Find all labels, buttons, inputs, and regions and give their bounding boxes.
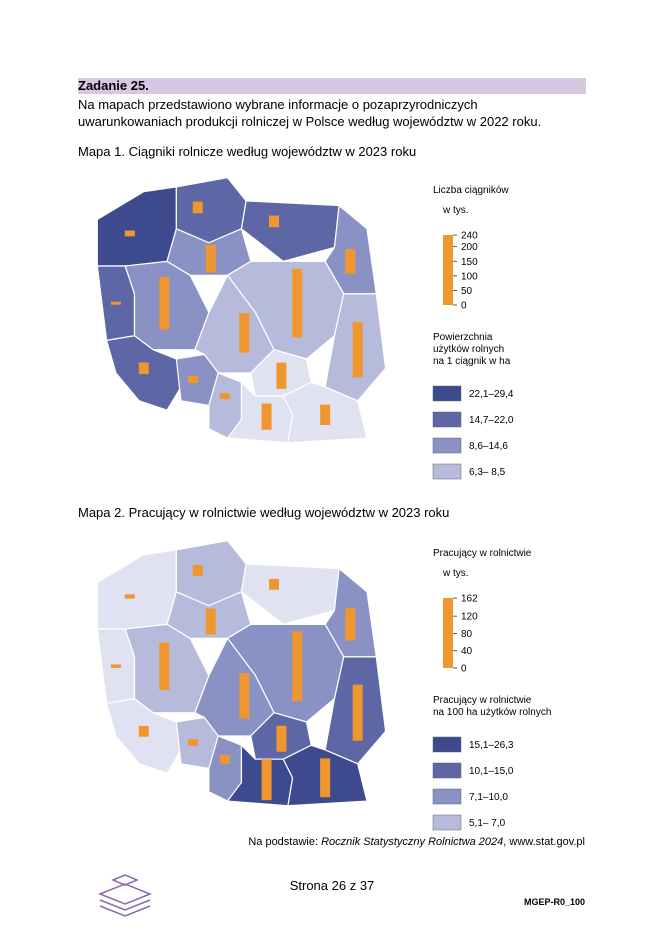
source-suffix: , www.stat.gov.pl bbox=[503, 836, 585, 848]
bar bbox=[192, 201, 203, 214]
legend-swatch bbox=[432, 463, 462, 480]
bar bbox=[276, 362, 287, 389]
bar bbox=[345, 608, 356, 641]
legend-label: 14,7–22,0 bbox=[469, 415, 514, 426]
bar bbox=[352, 321, 363, 378]
legend-swatch bbox=[432, 411, 462, 428]
bar bbox=[219, 754, 230, 764]
legend-swatch bbox=[432, 437, 462, 454]
map: Pracujący w rolnictwie w tys. 162 120 80 40 0 P… bbox=[96, 539, 551, 831]
bar bbox=[276, 725, 287, 752]
bar bbox=[205, 608, 216, 635]
legend-title: użytków rolnych bbox=[433, 344, 504, 355]
page-number: Strona 26 z 37 bbox=[289, 878, 375, 893]
bar bbox=[110, 301, 121, 305]
bar bbox=[352, 684, 363, 741]
bar bbox=[205, 244, 216, 273]
legend-label: 5,1– 7,0 bbox=[469, 818, 506, 829]
bar bbox=[188, 739, 199, 746]
bar bbox=[292, 631, 303, 702]
legend-title: Liczba ciągników bbox=[433, 185, 509, 196]
bar bbox=[320, 758, 331, 798]
tick-label: 240 bbox=[461, 231, 478, 242]
bar bbox=[292, 268, 303, 338]
source: Na podstawie: Rocznik Statystyczny Rolni… bbox=[248, 836, 585, 848]
tick-label: 40 bbox=[461, 646, 473, 657]
tick-label: 80 bbox=[461, 629, 473, 640]
bar bbox=[159, 642, 170, 690]
tick-label: 100 bbox=[461, 271, 478, 282]
legend-swatch bbox=[432, 762, 462, 779]
bar bbox=[239, 313, 250, 353]
legend-title: Pracujący w rolnictwie bbox=[433, 548, 532, 559]
bar bbox=[138, 362, 149, 375]
logo bbox=[97, 874, 153, 917]
legend-label: 10,1–15,0 bbox=[469, 766, 514, 777]
bar bbox=[269, 215, 279, 228]
legend-title: na 100 ha użytków rolnych bbox=[433, 707, 551, 718]
bar bbox=[219, 393, 230, 400]
legend-swatch bbox=[432, 788, 462, 805]
bar bbox=[261, 759, 272, 801]
legend-title: na 1 ciągnik w ha bbox=[433, 356, 511, 367]
tick-label: 200 bbox=[461, 242, 478, 253]
map-title: Mapa 1. Ciągniki rolnicze według wojewód… bbox=[78, 144, 417, 159]
tick-label: 120 bbox=[461, 612, 478, 623]
legend-scale-bar bbox=[443, 598, 453, 668]
bar bbox=[261, 403, 272, 430]
legend-label: 8,6–14,6 bbox=[469, 441, 508, 452]
legend-label: 7,1–10,0 bbox=[469, 792, 508, 803]
bar bbox=[320, 404, 331, 426]
region bbox=[96, 549, 177, 630]
legend-scale-bar bbox=[443, 235, 453, 305]
tick-label: 162 bbox=[461, 594, 478, 605]
bar bbox=[124, 594, 135, 599]
bar bbox=[110, 664, 121, 668]
task-title: Zadanie 25. bbox=[78, 78, 586, 94]
bar bbox=[192, 565, 203, 576]
legend-swatch bbox=[432, 814, 462, 831]
bar bbox=[159, 276, 170, 330]
tick-label: 150 bbox=[461, 257, 478, 268]
legend-unit: w tys. bbox=[442, 205, 469, 216]
source-title: Rocznik Statystyczny Rolnictwa 2024 bbox=[321, 836, 504, 848]
tick-label: 50 bbox=[461, 286, 473, 297]
bar bbox=[138, 725, 149, 737]
tick-label: 0 bbox=[461, 301, 467, 312]
legend-label: 6,3– 8,5 bbox=[469, 467, 506, 478]
intro-text: Na mapach przedstawiono wybrane informac… bbox=[78, 97, 542, 129]
region bbox=[240, 563, 340, 626]
source-prefix: Na podstawie: bbox=[248, 836, 322, 848]
bar bbox=[239, 673, 250, 719]
bar bbox=[269, 578, 279, 590]
exam-code: MGEP-R0_100 bbox=[523, 897, 585, 907]
bar bbox=[188, 375, 199, 384]
region bbox=[96, 186, 177, 267]
bar bbox=[124, 230, 135, 237]
legend-unit: w tys. bbox=[442, 568, 469, 579]
legend-swatch bbox=[432, 385, 462, 402]
legend-label: 22,1–29,4 bbox=[469, 389, 514, 400]
tick-label: 0 bbox=[461, 664, 467, 675]
legend-label: 15,1–26,3 bbox=[469, 740, 514, 751]
bar bbox=[345, 248, 356, 274]
legend-title: Pracujący w rolnictwie bbox=[433, 695, 532, 706]
legend-title: Powierzchnia bbox=[433, 332, 493, 343]
map-title: Mapa 2. Pracujący w rolnictwie według wo… bbox=[78, 505, 450, 520]
region bbox=[240, 200, 340, 263]
legend-swatch bbox=[432, 736, 462, 753]
